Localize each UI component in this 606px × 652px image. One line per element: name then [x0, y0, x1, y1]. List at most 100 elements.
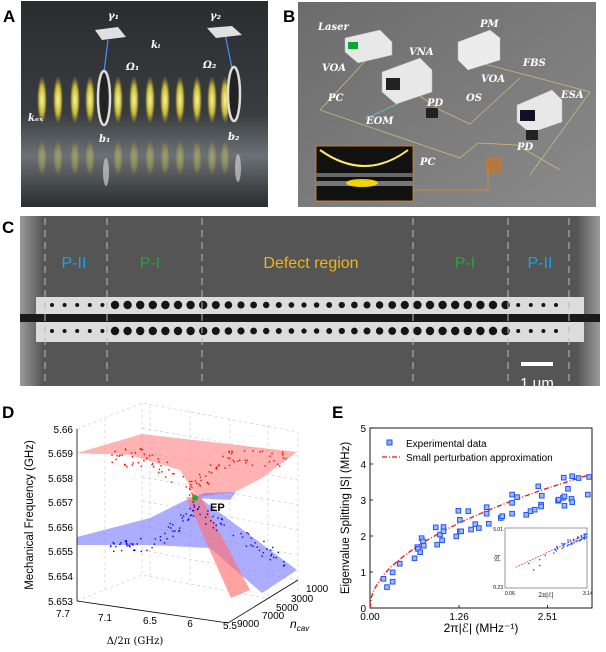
lower-branch-point	[197, 508, 199, 510]
hole	[262, 327, 270, 335]
inset-experimental-point	[577, 539, 579, 542]
label-pd-mid: PD	[426, 98, 444, 109]
lower-branch-point	[275, 557, 278, 559]
fringe-lobe	[85, 76, 95, 124]
upper-branch-point	[282, 451, 284, 453]
experimental-point	[523, 511, 530, 518]
upper-branch-point	[268, 460, 271, 463]
hole	[338, 301, 345, 309]
fringe-lobe	[113, 76, 123, 124]
experimental-point	[514, 494, 520, 500]
lower-branch-point	[246, 532, 248, 534]
lower-branch-point	[151, 546, 153, 549]
upper-branch-point	[281, 453, 284, 456]
upper-branch-point	[189, 480, 191, 483]
fringe-reflection	[192, 140, 202, 176]
e-ytick-label: 2	[360, 532, 366, 543]
inset-experimental-point	[563, 546, 565, 548]
hole	[463, 300, 472, 310]
e-ytick-label: 3	[360, 496, 366, 507]
experimental-point	[411, 555, 418, 562]
upper-branch-point	[139, 448, 142, 450]
fringe-lobe	[207, 76, 217, 124]
hole	[123, 326, 132, 336]
lower-branch-point	[215, 529, 218, 532]
upper-branch-point	[123, 463, 126, 466]
upper-branch-point	[158, 468, 161, 471]
hole	[313, 302, 320, 308]
d-z-axis-label-main: n	[290, 617, 297, 631]
upper-branch-point	[230, 453, 233, 455]
panel-label-d: D	[2, 403, 14, 422]
device-inset	[315, 145, 414, 202]
upper-branch-point	[210, 472, 213, 474]
instrument-laser	[344, 29, 393, 64]
fringe-reflection	[220, 140, 230, 176]
upper-branch-point	[119, 454, 121, 457]
d-ytick: 5.656	[48, 523, 73, 534]
lower-branch-point	[258, 549, 261, 552]
lower-branch-point	[124, 540, 127, 542]
photodetector-mid	[426, 108, 438, 118]
region-label-p-i-left: P-I	[140, 255, 160, 272]
experimental-point	[453, 533, 460, 540]
experimental-point	[509, 491, 515, 498]
fringe-reflection	[129, 140, 139, 176]
experimental-point	[440, 528, 447, 535]
inset-experimental-point	[528, 562, 530, 565]
upper-branch-point	[232, 459, 234, 462]
hole	[301, 328, 307, 334]
experimental-point	[437, 531, 443, 538]
lower-branch-point	[266, 548, 268, 550]
lower-branch-point	[120, 542, 122, 544]
upper-branch-point	[216, 466, 218, 468]
upper-branch-point	[199, 476, 202, 478]
hole	[186, 326, 195, 336]
lower-branch-point	[126, 543, 128, 546]
fringe-lobe	[70, 76, 80, 124]
d-ztick: 3000	[291, 594, 314, 605]
upper-branch-point	[222, 455, 224, 458]
upper-branch-point	[111, 461, 113, 464]
ep-label: EP	[210, 502, 225, 514]
d-xtick: 6	[187, 619, 193, 630]
region-label-p-i-right: P-I	[455, 255, 475, 272]
experimental-point	[384, 584, 390, 590]
upper-branch-point	[198, 473, 201, 476]
hole	[351, 301, 358, 309]
fringe-reflection	[207, 140, 217, 176]
d-ytick: 5.657	[48, 498, 73, 509]
lower-branch-point	[172, 535, 174, 538]
e-ytick-label: 5	[360, 424, 366, 435]
lower-branch-point	[125, 542, 128, 545]
lower-branch-point	[110, 545, 112, 547]
lower-branch-point	[130, 543, 132, 545]
d-z-axis-label: ncav	[290, 617, 310, 633]
experimental-point	[472, 521, 479, 527]
d-ztick: 7000	[262, 611, 285, 622]
hole	[224, 327, 233, 335]
label-laser: Laser	[317, 22, 350, 33]
upper-branch-point	[237, 460, 239, 462]
hole	[528, 303, 533, 307]
lower-branch-point	[212, 527, 215, 529]
e-data-marks	[369, 473, 593, 609]
label-esa: ESA	[560, 90, 584, 101]
lower-branch-point	[261, 555, 263, 557]
d-ztick: 5000	[276, 603, 299, 614]
upper-branch-point	[205, 475, 207, 477]
inset-experimental-point	[561, 547, 563, 550]
inset-marks	[515, 533, 588, 571]
e-xtick-label: 2.51	[538, 612, 558, 623]
lower-branch-point	[187, 519, 189, 521]
upper-branch-point	[158, 471, 160, 474]
upper-branch-point	[194, 480, 197, 482]
label-k-i: kᵢ	[151, 40, 161, 51]
hole	[136, 326, 145, 336]
inset-experimental-point	[562, 544, 564, 547]
upper-branch-point	[121, 454, 123, 456]
fringe-reflection	[37, 140, 47, 176]
lower-branch-point	[223, 524, 225, 526]
upper-branch-point	[188, 488, 191, 490]
